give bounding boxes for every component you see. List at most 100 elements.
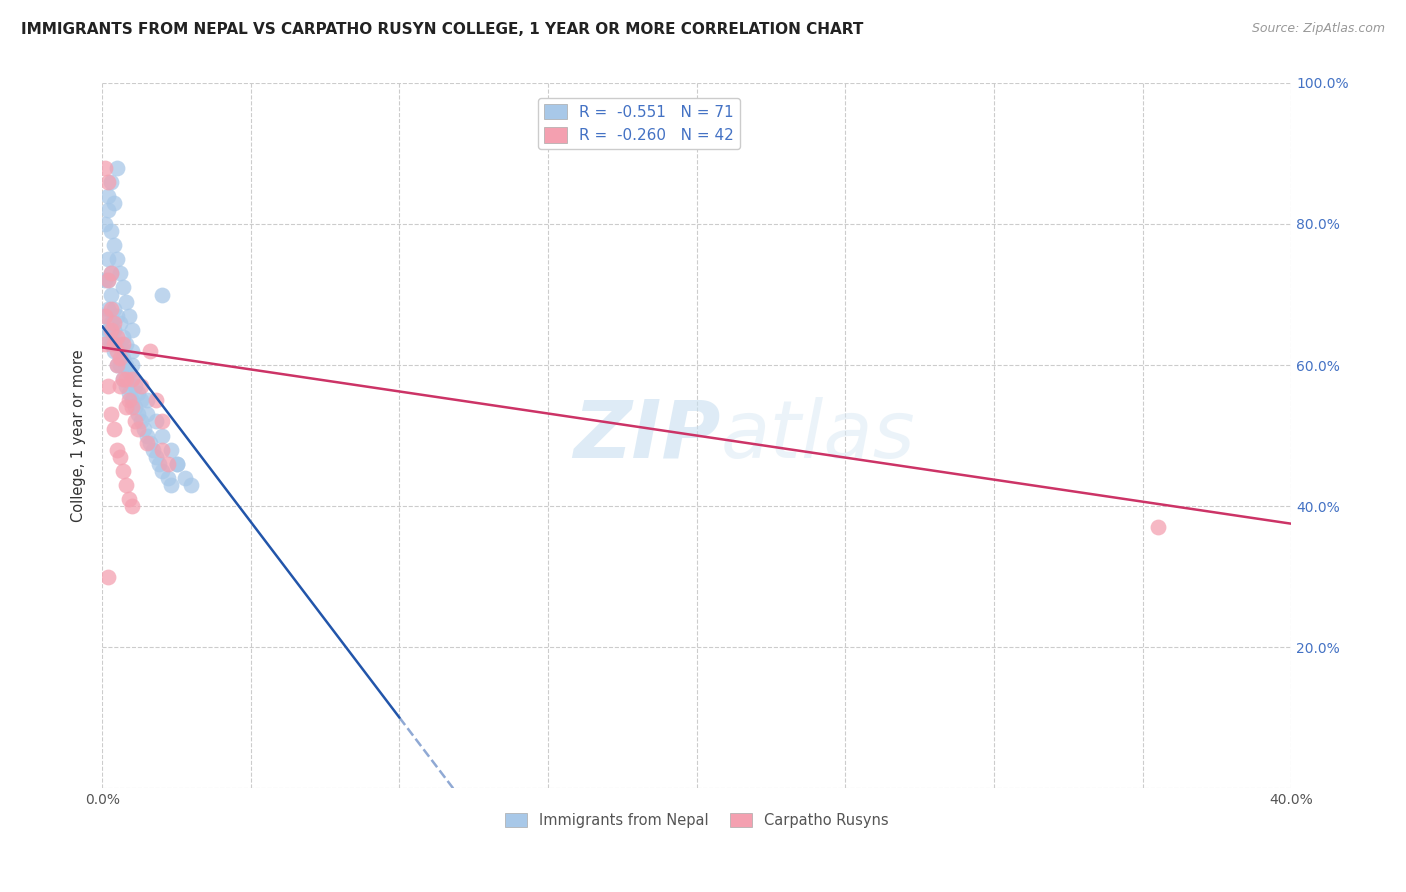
Point: [111, 464, 134, 478]
Point: [135, 435, 157, 450]
Point: [97, 301, 120, 316]
Point: [111, 337, 134, 351]
Point: [111, 372, 134, 386]
Point: [97, 188, 120, 202]
Point: [118, 309, 141, 323]
Point: [105, 358, 128, 372]
Point: [105, 161, 128, 175]
Point: [100, 301, 122, 316]
Point: [156, 457, 179, 471]
Point: [118, 491, 141, 506]
Point: [100, 287, 122, 301]
Point: [100, 175, 122, 189]
Point: [118, 386, 141, 401]
Point: [135, 428, 157, 442]
Point: [121, 323, 143, 337]
Point: [139, 435, 162, 450]
Point: [111, 351, 134, 365]
Point: [132, 421, 155, 435]
Point: [121, 401, 143, 415]
Point: [100, 224, 122, 238]
Point: [121, 499, 143, 513]
Point: [127, 421, 149, 435]
Point: [100, 323, 122, 337]
Point: [94, 309, 117, 323]
Point: [159, 478, 181, 492]
Point: [103, 195, 125, 210]
Point: [115, 358, 138, 372]
Point: [150, 287, 173, 301]
Point: [97, 379, 120, 393]
Point: [105, 358, 128, 372]
Point: [150, 414, 173, 428]
Y-axis label: College, 1 year or more: College, 1 year or more: [72, 350, 86, 522]
Text: Source: ZipAtlas.com: Source: ZipAtlas.com: [1251, 22, 1385, 36]
Point: [105, 442, 128, 457]
Point: [150, 442, 173, 457]
Point: [121, 372, 143, 386]
Point: [118, 393, 141, 408]
Text: atlas: atlas: [720, 397, 915, 475]
Point: [108, 337, 131, 351]
Point: [145, 393, 167, 408]
Point: [166, 457, 188, 471]
Point: [103, 301, 125, 316]
Legend: Immigrants from Nepal, Carpatho Rusyns: Immigrants from Nepal, Carpatho Rusyns: [499, 806, 894, 834]
Point: [100, 408, 122, 422]
Point: [145, 414, 167, 428]
Point: [100, 316, 122, 330]
Point: [142, 442, 165, 457]
Point: [150, 428, 173, 442]
Point: [108, 266, 131, 280]
Point: [121, 343, 143, 358]
Point: [100, 266, 122, 280]
Point: [180, 478, 202, 492]
Point: [97, 569, 120, 583]
Point: [103, 238, 125, 252]
Point: [97, 202, 120, 217]
Point: [94, 161, 117, 175]
Point: [94, 217, 117, 231]
Point: [111, 280, 134, 294]
Point: [115, 294, 138, 309]
Point: [103, 316, 125, 330]
Point: [124, 401, 146, 415]
Point: [103, 421, 125, 435]
Text: IMMIGRANTS FROM NEPAL VS CARPATHO RUSYN COLLEGE, 1 YEAR OR MORE CORRELATION CHAR: IMMIGRANTS FROM NEPAL VS CARPATHO RUSYN …: [21, 22, 863, 37]
Point: [129, 379, 152, 393]
Point: [108, 450, 131, 464]
Point: [103, 343, 125, 358]
Point: [115, 337, 138, 351]
Point: [97, 252, 120, 267]
Point: [97, 175, 120, 189]
Point: [94, 309, 117, 323]
Point: [105, 309, 128, 323]
Point: [121, 393, 143, 408]
Point: [129, 414, 152, 428]
Point: [105, 343, 128, 358]
Point: [94, 330, 117, 344]
Point: [105, 252, 128, 267]
Point: [115, 379, 138, 393]
Point: [97, 273, 120, 287]
Point: [174, 471, 197, 485]
Point: [129, 393, 152, 408]
Point: [135, 408, 157, 422]
Point: [103, 323, 125, 337]
Point: [94, 337, 117, 351]
Point: [118, 365, 141, 379]
Point: [100, 266, 122, 280]
Point: [94, 273, 117, 287]
Point: [100, 337, 122, 351]
Point: [111, 372, 134, 386]
Text: ZIP: ZIP: [574, 397, 720, 475]
Point: [115, 478, 138, 492]
Point: [135, 393, 157, 408]
Point: [105, 337, 128, 351]
Point: [105, 330, 128, 344]
Point: [115, 372, 138, 386]
Point: [111, 330, 134, 344]
Point: [127, 386, 149, 401]
Point: [148, 457, 170, 471]
Point: [103, 337, 125, 351]
